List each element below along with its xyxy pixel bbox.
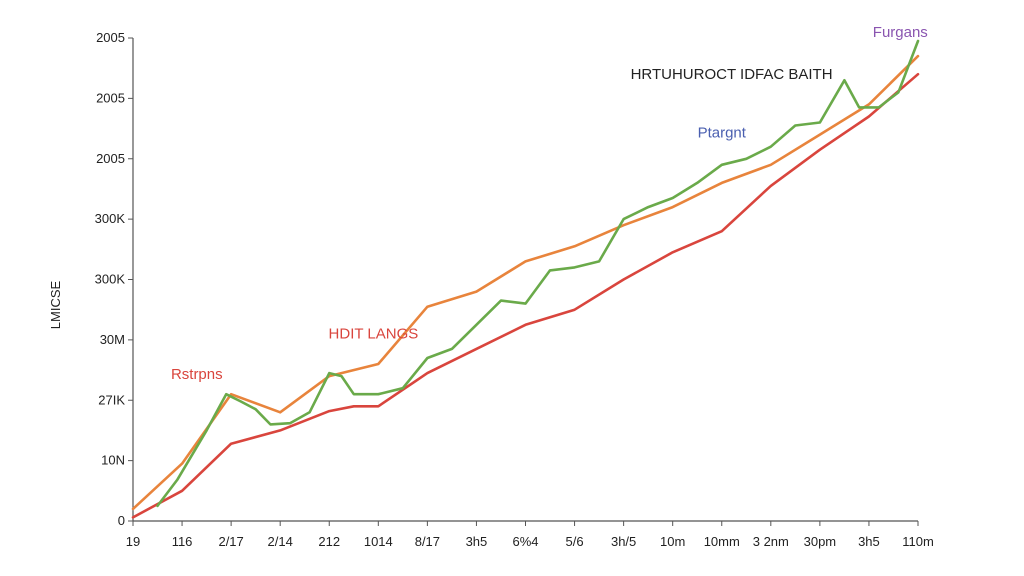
y-tick-label: 2005 bbox=[96, 151, 125, 166]
y-tick-label: 10N bbox=[101, 453, 125, 468]
series-line-orange bbox=[131, 54, 920, 511]
y-tick-label: 300K bbox=[95, 211, 126, 226]
y-tick-label: 2005 bbox=[96, 30, 125, 45]
x-tick-label: 5/6 bbox=[566, 534, 584, 549]
series-line-red bbox=[131, 72, 920, 519]
x-tick-label: 19 bbox=[126, 534, 140, 549]
y-tick-label: 27IK bbox=[98, 392, 125, 407]
x-tick-label: 3h5 bbox=[466, 534, 488, 549]
annotation-label: Ptargnt bbox=[698, 125, 747, 142]
series-line-green bbox=[156, 39, 920, 508]
x-tick-label: 116 bbox=[172, 534, 193, 549]
y-tick-label: 0 bbox=[118, 513, 125, 528]
x-tick-label: 110m bbox=[902, 534, 934, 549]
x-tick-label: 6%4 bbox=[512, 534, 538, 549]
annotation-label: Furgans bbox=[873, 24, 928, 41]
y-axis-label: LMICSE bbox=[48, 280, 63, 329]
x-tick-label: 10mm bbox=[704, 534, 740, 549]
x-tick-label: 212 bbox=[318, 534, 340, 549]
x-tick-label: 3h5 bbox=[858, 534, 880, 549]
x-tick-label: 8/17 bbox=[415, 534, 440, 549]
x-tick-label: 3h/5 bbox=[611, 534, 636, 549]
x-tick-label: 1014 bbox=[364, 534, 393, 549]
annotation-label: HDIT LANGS bbox=[329, 326, 419, 343]
y-tick-label: 30M bbox=[100, 332, 125, 347]
x-tick-label: 10m bbox=[660, 534, 685, 549]
annotation-label: HRTUHUROCT IDFAC BAITH bbox=[631, 66, 833, 83]
y-tick-label: 2005 bbox=[96, 90, 125, 105]
x-tick-label: 30pm bbox=[804, 534, 837, 549]
x-tick-label: 2/17 bbox=[218, 534, 243, 549]
y-tick-label: 300K bbox=[95, 272, 126, 287]
x-tick-label: 3 2nm bbox=[753, 534, 789, 549]
annotation-label: Rstrpns bbox=[171, 366, 223, 383]
x-tick-label: 2/14 bbox=[268, 534, 293, 549]
